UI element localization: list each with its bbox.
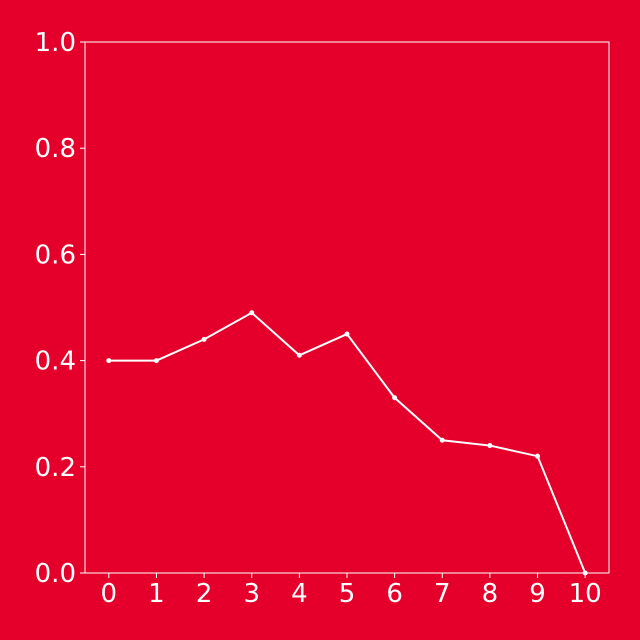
y-tick-label: 0.6 xyxy=(35,240,76,270)
data-point xyxy=(249,310,255,316)
x-tick-label: 10 xyxy=(569,579,602,609)
x-tick-label: 6 xyxy=(386,579,403,609)
plot-area-frame xyxy=(84,41,610,574)
data-point xyxy=(296,352,302,358)
x-tick-label: 4 xyxy=(291,579,308,609)
x-tick-label: 0 xyxy=(101,579,118,609)
data-point xyxy=(153,358,159,364)
data-point xyxy=(392,395,398,401)
y-tick-label: 1.0 xyxy=(35,28,76,58)
y-tick-label: 0.4 xyxy=(35,347,76,377)
x-tick-label: 5 xyxy=(339,579,356,609)
data-point xyxy=(535,453,541,459)
x-tick-label: 7 xyxy=(434,579,451,609)
y-axis: 0.0 0.2 0.4 0.6 0.8 1.0 xyxy=(35,28,85,589)
x-tick-label: 2 xyxy=(196,579,213,609)
y-tick-label: 0.0 xyxy=(35,559,76,589)
x-tick-label: 3 xyxy=(243,579,260,609)
series-layer xyxy=(106,310,588,576)
data-point xyxy=(106,358,112,364)
data-point xyxy=(344,331,350,337)
x-tick-label: 1 xyxy=(148,579,165,609)
series-line xyxy=(108,311,587,574)
data-point xyxy=(582,570,588,576)
x-tick-label: 8 xyxy=(482,579,499,609)
y-tick-label: 0.2 xyxy=(35,453,76,483)
x-tick-label: 9 xyxy=(529,579,546,609)
data-point xyxy=(201,336,207,342)
data-point xyxy=(439,437,445,443)
x-axis: 0 1 2 3 4 5 6 7 8 9 10 xyxy=(101,573,602,609)
y-tick-label: 0.8 xyxy=(35,134,76,164)
data-point xyxy=(487,443,493,449)
